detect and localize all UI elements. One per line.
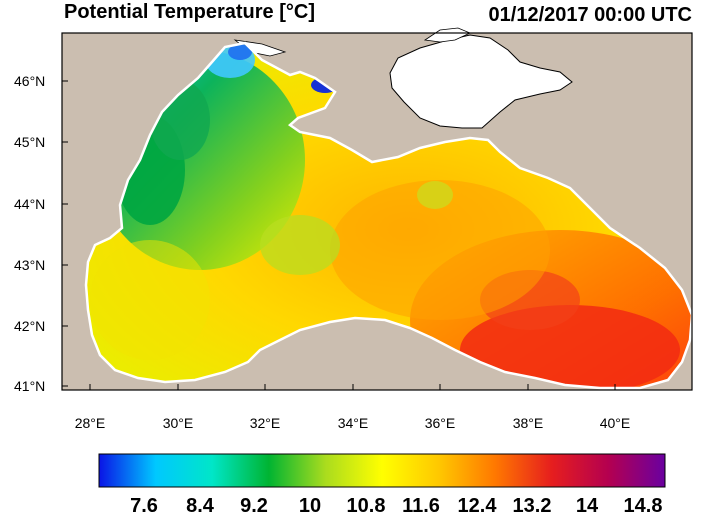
colorbar-label: 10.8 bbox=[347, 495, 386, 516]
colorbar-label: 14 bbox=[576, 495, 599, 516]
lat-tick-label: 44°N bbox=[14, 196, 45, 212]
colorbar bbox=[98, 453, 666, 488]
lon-tick-label: 36°E bbox=[425, 415, 456, 431]
lon-tick-label: 30°E bbox=[163, 415, 194, 431]
colorbar-label: 14.8 bbox=[624, 495, 663, 516]
longitude-axis: 28°E 30°E 32°E 34°E 36°E 38°E 40°E bbox=[75, 384, 631, 431]
lon-tick-label: 28°E bbox=[75, 415, 106, 431]
colorbar-label: 11.6 bbox=[402, 495, 440, 516]
colorbar-label: 12.4 bbox=[458, 495, 498, 516]
lat-tick-label: 42°N bbox=[14, 318, 45, 334]
lon-tick-label: 40°E bbox=[600, 415, 631, 431]
coastline bbox=[84, 41, 694, 390]
colorbar-label: 7.6 bbox=[130, 495, 158, 516]
colorbar-label: 10 bbox=[299, 495, 321, 516]
lon-tick-label: 38°E bbox=[513, 415, 544, 431]
map-title: Potential Temperature [°C] bbox=[64, 1, 315, 23]
lat-tick-label: 45°N bbox=[14, 134, 45, 150]
map-frame bbox=[61, 32, 693, 391]
colorbar-labels: 7.6 8.4 9.2 10 10.8 11.6 12.4 13.2 14 14… bbox=[130, 495, 662, 516]
latitude-axis: 46°N 45°N 44°N 43°N 42°N 41°N bbox=[14, 73, 68, 394]
lon-tick-label: 34°E bbox=[338, 415, 369, 431]
lat-tick-label: 41°N bbox=[14, 378, 45, 394]
colorbar-label: 8.4 bbox=[186, 495, 215, 516]
colorbar-label: 13.2 bbox=[513, 495, 552, 516]
lat-tick-label: 46°N bbox=[14, 73, 45, 89]
colorbar-label: 9.2 bbox=[240, 495, 268, 516]
lat-tick-label: 43°N bbox=[14, 257, 45, 273]
lon-tick-label: 32°E bbox=[250, 415, 281, 431]
map-timestamp: 01/12/2017 00:00 UTC bbox=[488, 4, 692, 26]
